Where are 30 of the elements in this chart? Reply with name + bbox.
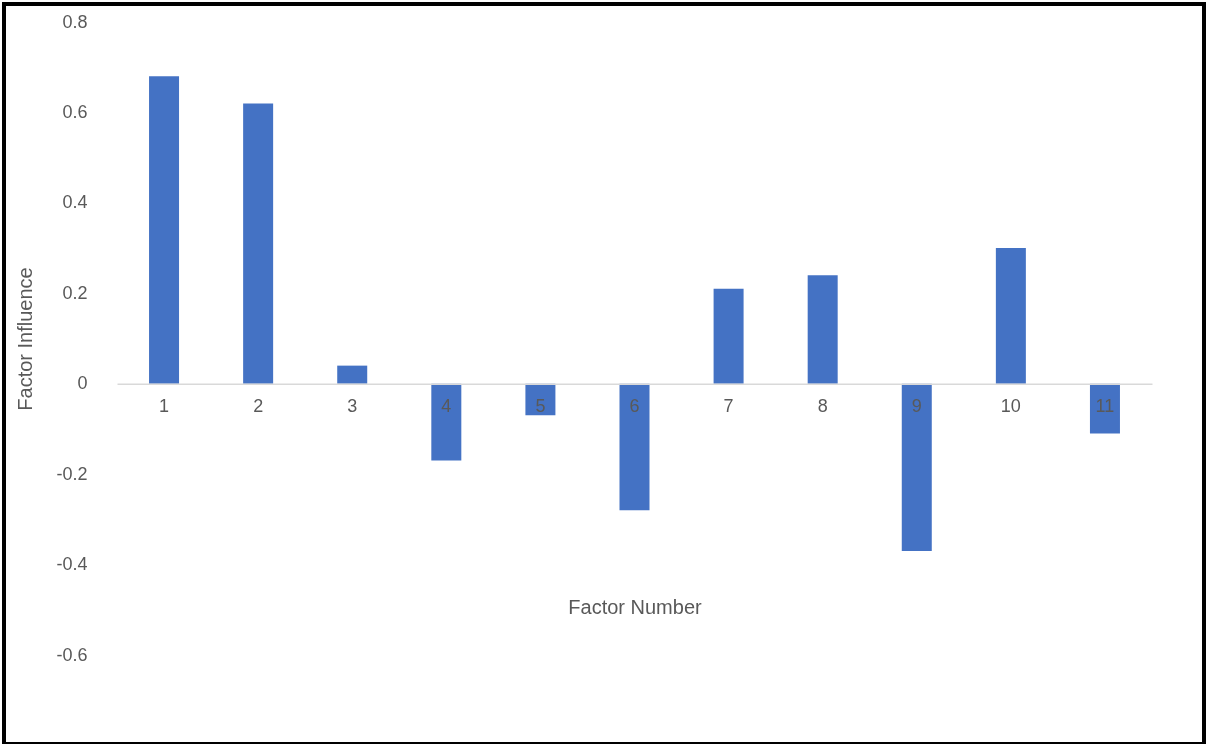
x-tick-label: 2 (253, 396, 264, 417)
x-tick-label: 7 (723, 396, 734, 417)
y-tick-label: 0.6 (62, 101, 88, 122)
x-tick-label: 10 (1000, 396, 1021, 417)
bar (995, 248, 1026, 384)
bar (337, 365, 368, 384)
bar (431, 383, 462, 461)
y-tick-label: -0.2 (56, 463, 88, 484)
x-tick-label: 6 (629, 396, 640, 417)
x-tick-label: 1 (159, 396, 170, 417)
x-tick-label: 8 (817, 396, 828, 417)
x-tick-label: 9 (911, 396, 922, 417)
bar (149, 76, 180, 384)
x-tick-label: 11 (1095, 396, 1115, 417)
bar (901, 383, 932, 552)
x-tick-label: 5 (535, 396, 546, 417)
x-tick-label: 4 (441, 396, 452, 417)
bar (619, 383, 650, 511)
bar (807, 275, 838, 384)
y-tick-label: -0.4 (56, 554, 88, 575)
bar (243, 103, 274, 384)
x-axis-title: Factor Number (568, 596, 703, 619)
bar (713, 288, 744, 384)
y-tick-label: 0.4 (62, 192, 88, 213)
y-axis-title: Factor Influence (14, 267, 37, 411)
y-tick-label: -0.6 (56, 644, 88, 665)
y-tick-label: 0.2 (62, 282, 88, 303)
x-tick-label: 3 (347, 396, 358, 417)
y-tick-label: 0 (77, 373, 88, 394)
y-tick-label: 0.8 (62, 11, 88, 32)
